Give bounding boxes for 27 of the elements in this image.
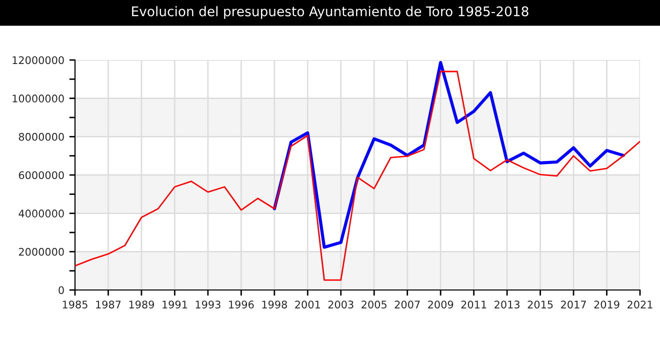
x-tick-label: 2007 [394,300,420,308]
y-tick-label: 0 [58,286,64,294]
x-tick-label: 2001 [295,300,320,308]
x-tick-label: 1993 [196,300,220,308]
y-tick-label: 2000000 [18,248,64,256]
x-tick-label: 1996 [229,300,254,308]
x-tick-label: 2015 [528,300,553,308]
x-tick-label: 2005 [362,300,386,308]
y-tick-label: 8000000 [18,132,64,141]
x-tick-label: 1989 [129,300,154,308]
chart-title: Evolucion del presupuesto Ayuntamiento de Toro 1985-2018 [132,6,528,19]
y-tick-label: 6000000 [18,171,64,180]
x-tick-label: 2017 [561,300,586,308]
x-tick-label: 1987 [96,300,121,308]
y-tick-label: 10000000 [12,94,64,102]
x-tick-label: 2021 [628,300,652,308]
line-series [75,70,640,281]
x-tick-label: 2013 [494,300,520,308]
x-tick-label: 2019 [594,300,620,308]
x-tick-label: 1985 [62,300,88,308]
x-tick-label: 2011 [461,300,486,308]
x-tick-label: 2009 [428,300,454,308]
x-tick-label: 1998 [262,300,287,308]
y-tick-label: 12000000 [12,56,64,64]
x-tick-label: 1991 [162,300,187,308]
y-tick-label: 4000000 [18,210,64,218]
x-tick-label: 2003 [328,300,354,308]
